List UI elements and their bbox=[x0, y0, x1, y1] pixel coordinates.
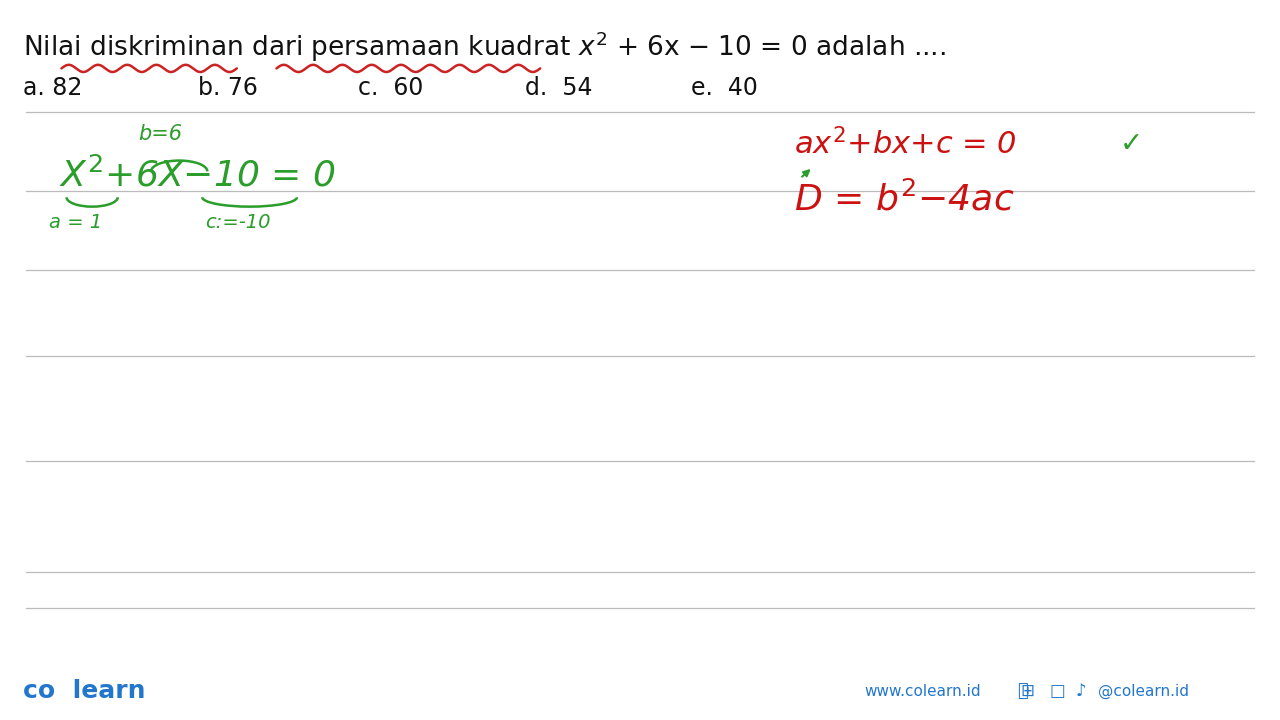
Text: a. 82: a. 82 bbox=[23, 76, 82, 100]
Text: □: □ bbox=[1050, 683, 1065, 700]
Text: d.  54: d. 54 bbox=[525, 76, 593, 100]
Text: c:=-10: c:=-10 bbox=[205, 213, 270, 232]
Text: c.  60: c. 60 bbox=[358, 76, 424, 100]
Text: $ax^2$+bx+c = 0: $ax^2$+bx+c = 0 bbox=[794, 127, 1016, 161]
Text: ⊞: ⊞ bbox=[1020, 683, 1034, 700]
Text: :  bbox=[1018, 683, 1028, 700]
Text: D = $b^2$$-$4ac: D = $b^2$$-$4ac bbox=[794, 181, 1014, 217]
Text: b=6: b=6 bbox=[138, 124, 182, 144]
Text: b. 76: b. 76 bbox=[198, 76, 259, 100]
Text: e.  40: e. 40 bbox=[691, 76, 758, 100]
Text: @colearn.id: @colearn.id bbox=[1098, 683, 1189, 699]
Text: Nilai diskriminan dari persamaan kuadrat $x^2$ + 6x − 10 = 0 adalah ....: Nilai diskriminan dari persamaan kuadrat… bbox=[23, 30, 946, 64]
Text: www.colearn.id: www.colearn.id bbox=[864, 684, 980, 698]
Text: a = 1: a = 1 bbox=[49, 213, 102, 232]
Text: $X^2$+6X$-$10 = 0: $X^2$+6X$-$10 = 0 bbox=[59, 157, 335, 193]
Text: ♪: ♪ bbox=[1075, 683, 1085, 700]
Text: co  learn: co learn bbox=[23, 679, 146, 703]
Text: ✓: ✓ bbox=[1120, 130, 1143, 158]
